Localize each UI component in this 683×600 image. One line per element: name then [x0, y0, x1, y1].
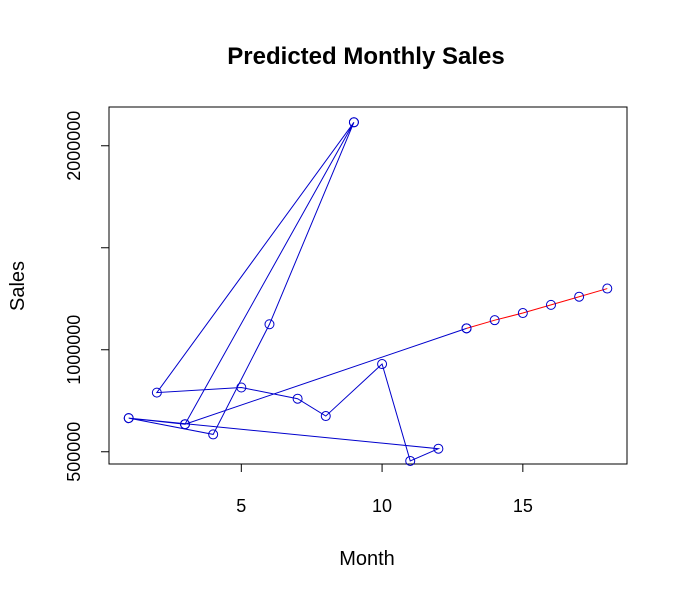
data-point: [377, 359, 388, 370]
series-layer: [123, 117, 613, 466]
plot-box: [108, 106, 628, 465]
x-axis-label: Month: [339, 548, 395, 570]
y-axis: 500000 1000000 2000000: [64, 111, 110, 482]
data-point: [348, 117, 359, 128]
x-tick-label: 5: [236, 496, 246, 516]
data-point: [433, 443, 444, 454]
y-tick-label: 1000000: [64, 315, 84, 385]
y-axis-label: Sales: [7, 261, 29, 311]
data-point: [151, 387, 162, 398]
x-tick-label: 15: [513, 496, 533, 516]
data-point: [236, 382, 247, 393]
series-line-0: [128, 122, 467, 462]
data-point: [208, 429, 219, 440]
data-point: [320, 411, 331, 422]
data-point: [602, 283, 613, 294]
data-point: [264, 319, 275, 330]
data-point: [461, 323, 472, 334]
chart-title: Predicted Monthly Sales: [227, 43, 504, 70]
data-point: [405, 455, 416, 466]
x-axis: 5 10 15: [236, 463, 533, 516]
x-tick-label: 10: [372, 496, 392, 516]
data-point: [545, 299, 556, 310]
data-point: [180, 419, 191, 430]
y-tick-label: 2000000: [64, 111, 84, 181]
data-point: [574, 291, 585, 302]
y-tick-label: 500000: [64, 422, 84, 482]
data-point: [123, 413, 134, 424]
data-point: [517, 308, 528, 319]
data-point: [489, 315, 500, 326]
data-point: [292, 393, 303, 404]
series-line-1: [466, 288, 608, 329]
